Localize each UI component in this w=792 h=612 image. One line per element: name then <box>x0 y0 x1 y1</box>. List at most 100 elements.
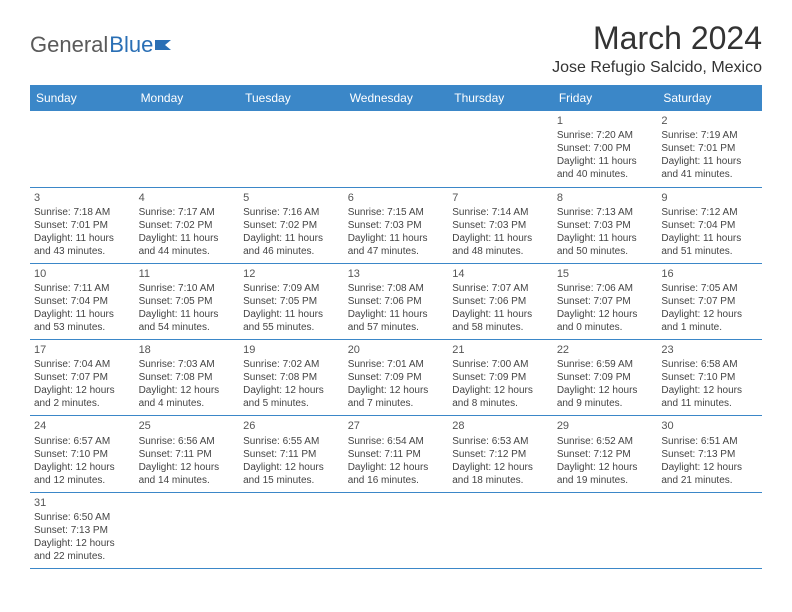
sunrise-text: Sunrise: 6:54 AM <box>348 435 445 448</box>
day-number: 22 <box>557 343 654 357</box>
sunset-text: Sunset: 7:05 PM <box>139 295 236 308</box>
calendar-cell: 29Sunrise: 6:52 AMSunset: 7:12 PMDayligh… <box>553 416 658 492</box>
day-number: 9 <box>661 191 758 205</box>
day-number: 23 <box>661 343 758 357</box>
title-block: March 2024 Jose Refugio Salcido, Mexico <box>552 20 762 77</box>
daylight-text-1: Daylight: 11 hours <box>661 232 758 245</box>
daylight-text-1: Daylight: 12 hours <box>34 384 131 397</box>
daylight-text-1: Daylight: 11 hours <box>348 232 445 245</box>
sunrise-text: Sunrise: 7:12 AM <box>661 206 758 219</box>
sunset-text: Sunset: 7:09 PM <box>452 371 549 384</box>
sunset-text: Sunset: 7:00 PM <box>557 142 654 155</box>
daylight-text-1: Daylight: 11 hours <box>348 308 445 321</box>
daylight-text-1: Daylight: 12 hours <box>34 461 131 474</box>
weekday-header: Tuesday <box>239 85 344 111</box>
daylight-text-2: and 14 minutes. <box>139 474 236 487</box>
flag-icon <box>155 32 173 46</box>
sunrise-text: Sunrise: 7:00 AM <box>452 358 549 371</box>
daylight-text-1: Daylight: 11 hours <box>452 232 549 245</box>
sunrise-text: Sunrise: 7:11 AM <box>34 282 131 295</box>
calendar-cell: 3Sunrise: 7:18 AMSunset: 7:01 PMDaylight… <box>30 187 135 263</box>
daylight-text-2: and 1 minute. <box>661 321 758 334</box>
calendar-cell-empty <box>344 492 449 568</box>
calendar-cell-empty <box>135 111 240 187</box>
day-number: 15 <box>557 267 654 281</box>
daylight-text-1: Daylight: 11 hours <box>34 232 131 245</box>
daylight-text-2: and 46 minutes. <box>243 245 340 258</box>
calendar-cell: 8Sunrise: 7:13 AMSunset: 7:03 PMDaylight… <box>553 187 658 263</box>
daylight-text-1: Daylight: 12 hours <box>661 461 758 474</box>
sunrise-text: Sunrise: 7:01 AM <box>348 358 445 371</box>
sunrise-text: Sunrise: 7:20 AM <box>557 129 654 142</box>
sunset-text: Sunset: 7:08 PM <box>139 371 236 384</box>
daylight-text-2: and 47 minutes. <box>348 245 445 258</box>
sunrise-text: Sunrise: 7:06 AM <box>557 282 654 295</box>
daylight-text-2: and 12 minutes. <box>34 474 131 487</box>
sunrise-text: Sunrise: 7:02 AM <box>243 358 340 371</box>
calendar-cell-empty <box>239 111 344 187</box>
sunrise-text: Sunrise: 6:59 AM <box>557 358 654 371</box>
day-number: 20 <box>348 343 445 357</box>
calendar-cell-empty <box>553 492 658 568</box>
calendar-row: 1Sunrise: 7:20 AMSunset: 7:00 PMDaylight… <box>30 111 762 187</box>
weekday-header: Wednesday <box>344 85 449 111</box>
daylight-text-1: Daylight: 12 hours <box>661 308 758 321</box>
day-number: 24 <box>34 419 131 433</box>
calendar-cell: 18Sunrise: 7:03 AMSunset: 7:08 PMDayligh… <box>135 340 240 416</box>
sunrise-text: Sunrise: 6:52 AM <box>557 435 654 448</box>
calendar-cell: 12Sunrise: 7:09 AMSunset: 7:05 PMDayligh… <box>239 263 344 339</box>
sunset-text: Sunset: 7:03 PM <box>557 219 654 232</box>
day-number: 3 <box>34 191 131 205</box>
sunset-text: Sunset: 7:10 PM <box>34 448 131 461</box>
day-number: 12 <box>243 267 340 281</box>
calendar-cell: 20Sunrise: 7:01 AMSunset: 7:09 PMDayligh… <box>344 340 449 416</box>
sunrise-text: Sunrise: 6:55 AM <box>243 435 340 448</box>
sunset-text: Sunset: 7:06 PM <box>452 295 549 308</box>
sunset-text: Sunset: 7:09 PM <box>348 371 445 384</box>
calendar-cell: 16Sunrise: 7:05 AMSunset: 7:07 PMDayligh… <box>657 263 762 339</box>
sunset-text: Sunset: 7:01 PM <box>34 219 131 232</box>
daylight-text-2: and 18 minutes. <box>452 474 549 487</box>
sunrise-text: Sunrise: 7:17 AM <box>139 206 236 219</box>
calendar-cell: 21Sunrise: 7:00 AMSunset: 7:09 PMDayligh… <box>448 340 553 416</box>
sunset-text: Sunset: 7:11 PM <box>243 448 340 461</box>
daylight-text-1: Daylight: 11 hours <box>557 232 654 245</box>
sunrise-text: Sunrise: 7:07 AM <box>452 282 549 295</box>
calendar-cell: 9Sunrise: 7:12 AMSunset: 7:04 PMDaylight… <box>657 187 762 263</box>
sunset-text: Sunset: 7:11 PM <box>348 448 445 461</box>
calendar-cell-empty <box>448 492 553 568</box>
calendar-cell: 14Sunrise: 7:07 AMSunset: 7:06 PMDayligh… <box>448 263 553 339</box>
calendar-cell: 31Sunrise: 6:50 AMSunset: 7:13 PMDayligh… <box>30 492 135 568</box>
daylight-text-2: and 43 minutes. <box>34 245 131 258</box>
daylight-text-2: and 51 minutes. <box>661 245 758 258</box>
calendar-cell: 26Sunrise: 6:55 AMSunset: 7:11 PMDayligh… <box>239 416 344 492</box>
sunset-text: Sunset: 7:03 PM <box>348 219 445 232</box>
day-number: 25 <box>139 419 236 433</box>
daylight-text-2: and 40 minutes. <box>557 168 654 181</box>
calendar-cell: 17Sunrise: 7:04 AMSunset: 7:07 PMDayligh… <box>30 340 135 416</box>
daylight-text-1: Daylight: 11 hours <box>139 308 236 321</box>
sunrise-text: Sunrise: 6:50 AM <box>34 511 131 524</box>
calendar-cell: 19Sunrise: 7:02 AMSunset: 7:08 PMDayligh… <box>239 340 344 416</box>
daylight-text-2: and 48 minutes. <box>452 245 549 258</box>
daylight-text-1: Daylight: 11 hours <box>243 308 340 321</box>
calendar-cell: 13Sunrise: 7:08 AMSunset: 7:06 PMDayligh… <box>344 263 449 339</box>
calendar-cell-empty <box>657 492 762 568</box>
sunrise-text: Sunrise: 7:09 AM <box>243 282 340 295</box>
daylight-text-2: and 21 minutes. <box>661 474 758 487</box>
daylight-text-1: Daylight: 11 hours <box>243 232 340 245</box>
daylight-text-1: Daylight: 12 hours <box>243 384 340 397</box>
sunrise-text: Sunrise: 7:15 AM <box>348 206 445 219</box>
calendar-cell: 11Sunrise: 7:10 AMSunset: 7:05 PMDayligh… <box>135 263 240 339</box>
sunrise-text: Sunrise: 7:03 AM <box>139 358 236 371</box>
calendar-row: 10Sunrise: 7:11 AMSunset: 7:04 PMDayligh… <box>30 263 762 339</box>
calendar-cell: 27Sunrise: 6:54 AMSunset: 7:11 PMDayligh… <box>344 416 449 492</box>
daylight-text-1: Daylight: 11 hours <box>557 155 654 168</box>
day-number: 16 <box>661 267 758 281</box>
calendar-cell-empty <box>135 492 240 568</box>
daylight-text-2: and 9 minutes. <box>557 397 654 410</box>
daylight-text-2: and 7 minutes. <box>348 397 445 410</box>
daylight-text-1: Daylight: 12 hours <box>348 461 445 474</box>
day-number: 6 <box>348 191 445 205</box>
daylight-text-1: Daylight: 12 hours <box>139 384 236 397</box>
